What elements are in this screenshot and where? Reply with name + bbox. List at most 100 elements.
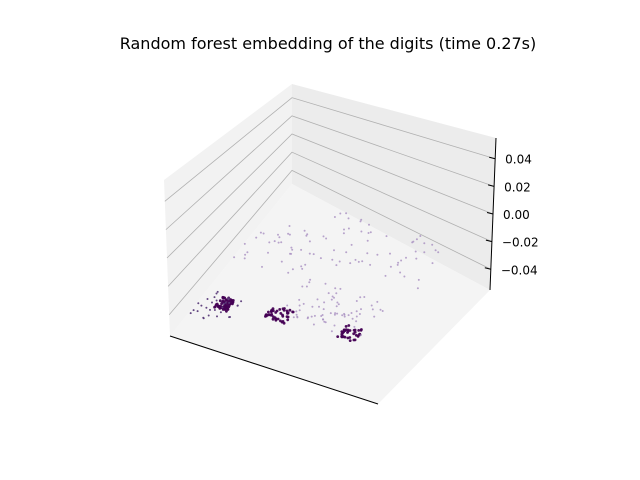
scatter-point (240, 300, 243, 303)
scatter-point (298, 309, 301, 312)
scatter-point (301, 285, 304, 288)
scatter-point (368, 223, 370, 226)
scatter-point (189, 312, 192, 315)
scatter-point (340, 334, 344, 337)
scatter-point (333, 216, 336, 218)
scatter-point (219, 304, 223, 308)
scatter-point (322, 318, 325, 321)
scatter-point (403, 275, 406, 278)
scatter-point (192, 309, 195, 312)
scatter-point (309, 278, 312, 281)
scatter-point (325, 237, 328, 240)
scatter-point (399, 271, 402, 274)
scatter-point (196, 310, 199, 313)
scatter-point (278, 236, 281, 239)
scatter-point (319, 257, 322, 260)
scatter-point (431, 262, 434, 265)
z-tick-mark (487, 184, 495, 187)
scatter-point (213, 309, 216, 311)
scatter-point (233, 256, 236, 259)
scatter-point (397, 261, 400, 264)
scatter-point (373, 315, 376, 318)
scatter-point (366, 239, 369, 242)
grid-lines (164, 97, 496, 315)
scatter-point (200, 304, 203, 307)
scatter-point (343, 315, 346, 318)
scatter-point (313, 314, 316, 317)
scatter-point (244, 253, 247, 256)
scatter-point (216, 290, 219, 293)
scatter-point (347, 227, 350, 230)
scatter-point (357, 260, 360, 263)
scatter-point (379, 308, 382, 311)
scatter-point (345, 251, 348, 254)
z-tick-label: −0.04 (501, 263, 538, 277)
scatter-point (243, 257, 246, 260)
scatter-point (334, 312, 337, 315)
scatter-point (355, 310, 358, 313)
scatter-point (274, 311, 278, 314)
scatter-point (343, 313, 346, 316)
scatter-point (324, 282, 327, 285)
scatter-point (269, 313, 273, 317)
z-gridline (167, 151, 493, 287)
scatter-points (189, 212, 440, 342)
z-tick-mark (489, 156, 496, 160)
scatter-point (269, 309, 273, 313)
scatter-point (359, 328, 363, 332)
scatter-point (306, 233, 309, 236)
scatter-point (347, 314, 350, 317)
x-axis-line (169, 335, 379, 405)
scatter-point (333, 313, 336, 316)
scatter-point (214, 305, 217, 308)
scatter-point (268, 241, 271, 244)
scatter-point (344, 325, 348, 328)
scatter-point (265, 313, 268, 317)
scatter-point (415, 238, 418, 241)
scatter-point (276, 317, 280, 321)
scatter-point (286, 318, 290, 322)
scatter-point (271, 315, 275, 318)
scatter-point (280, 260, 283, 263)
scatter-point (224, 301, 227, 304)
scatter-point (312, 253, 315, 256)
scatter-point (336, 312, 339, 315)
scatter-point (207, 314, 210, 317)
scatter-point (306, 317, 309, 320)
scatter-point (302, 302, 305, 305)
scatter-point (300, 248, 303, 251)
scatter-point (345, 212, 348, 215)
scatter-point (334, 287, 337, 290)
scatter-point (335, 305, 338, 308)
scatter-point (339, 287, 342, 290)
scatter-point (308, 281, 311, 284)
scatter-point (236, 304, 239, 307)
floor-pane (170, 184, 490, 404)
scatter-point (384, 274, 387, 277)
scatter-point (215, 299, 218, 302)
scatter-point (357, 329, 361, 332)
scatter-point (291, 310, 294, 314)
scatter-point (281, 307, 285, 311)
scatter-point (215, 292, 218, 295)
scatter-point (369, 231, 372, 234)
scatter-point (288, 225, 291, 227)
scatter-point (305, 285, 308, 288)
scatter-point (279, 312, 283, 315)
scatter-point (277, 241, 280, 244)
scatter-point (221, 306, 224, 309)
scatter-point (360, 230, 363, 233)
scatter-point (287, 232, 290, 235)
scatter-point (336, 301, 339, 304)
scatter-point (359, 220, 362, 223)
scatter-point (389, 265, 392, 268)
scatter-point (423, 251, 426, 254)
scatter-point (229, 298, 232, 301)
z-tick-label: 0.00 (503, 208, 530, 222)
scatter-point (431, 243, 434, 246)
scatter-point (243, 242, 246, 245)
scatter-point (202, 316, 205, 319)
scatter-point (310, 315, 313, 318)
